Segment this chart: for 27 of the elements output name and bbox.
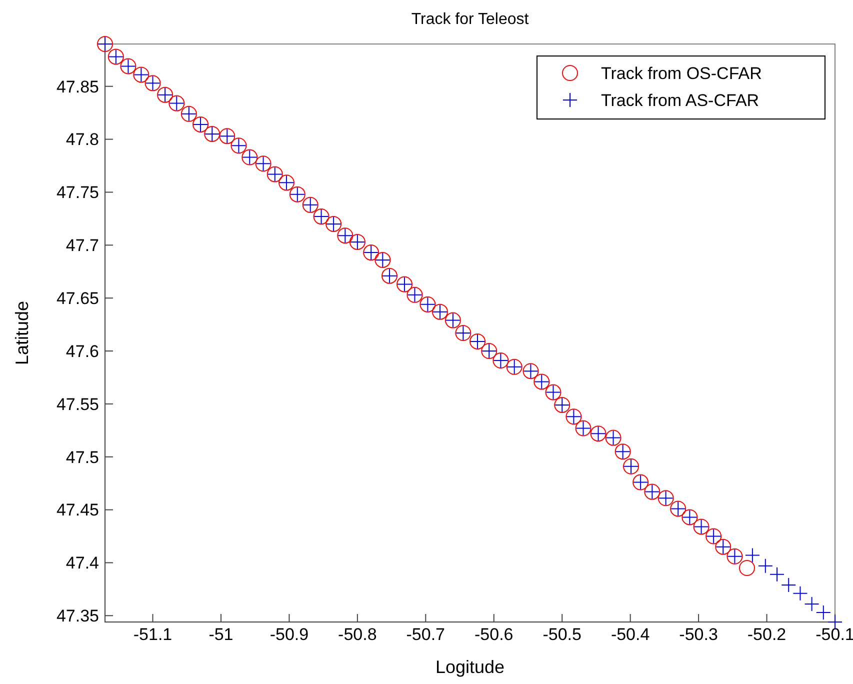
legend-label: Track from OS-CFAR bbox=[601, 64, 762, 83]
x-tick-label: -50.4 bbox=[610, 625, 650, 644]
x-tick-label: -51 bbox=[208, 625, 234, 644]
y-axis-title: Latitude bbox=[12, 300, 32, 366]
x-tick-label: -50.9 bbox=[270, 625, 309, 644]
x-axis-title: Logitude bbox=[435, 657, 505, 677]
y-tick-label: 47.35 bbox=[56, 606, 99, 626]
y-tick-label: 47.8 bbox=[66, 130, 99, 150]
point bbox=[738, 560, 755, 576]
x-tick-label: -51.1 bbox=[133, 625, 172, 644]
y-tick-label: 47.6 bbox=[66, 342, 99, 361]
x-tick-label: -50.3 bbox=[679, 625, 718, 644]
x-tick-label: -50.6 bbox=[474, 625, 514, 644]
legend-label: Track from AS-CFAR bbox=[601, 90, 760, 110]
x-tick-label: -50.5 bbox=[542, 625, 582, 644]
y-tick-label: 47.75 bbox=[56, 183, 99, 202]
y-tick-label: 47.45 bbox=[56, 500, 99, 520]
x-tick-label: -50.8 bbox=[338, 625, 377, 644]
x-tick-label: -50.7 bbox=[406, 625, 446, 644]
y-tick-label: 47.55 bbox=[56, 394, 99, 414]
y-tick-label: 47.65 bbox=[56, 289, 99, 308]
y-tick-label: 47.85 bbox=[56, 77, 99, 96]
chart-title: Track for Teleost bbox=[411, 11, 530, 28]
y-tick-label: 47.4 bbox=[66, 554, 99, 573]
x-tick-label: -50.2 bbox=[747, 625, 786, 644]
y-tick-label: 47.5 bbox=[66, 448, 99, 467]
y-tick-label: 47.7 bbox=[66, 236, 99, 256]
